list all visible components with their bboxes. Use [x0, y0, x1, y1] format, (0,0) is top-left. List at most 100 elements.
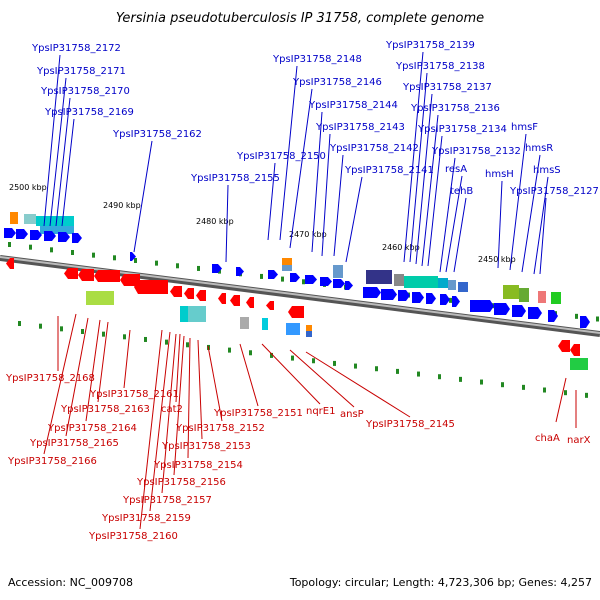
gene-label[interactable]: YpsIP31758_2134: [417, 124, 507, 135]
tick-mark: [29, 244, 32, 250]
gene-label[interactable]: narX: [567, 435, 591, 446]
feature-block: [519, 288, 529, 302]
gene-label[interactable]: YpsIP31758_2138: [395, 61, 485, 72]
tick-mark: [8, 242, 11, 248]
tick-mark: [333, 360, 336, 366]
leader-line: [139, 329, 163, 530]
forward-gene-arrow: [130, 252, 136, 261]
gene-label[interactable]: ansP: [340, 409, 364, 420]
gene-label[interactable]: YpsIP31758_2156: [136, 477, 226, 488]
reverse-gene-arrow: [170, 286, 182, 297]
gene-label[interactable]: chaA: [535, 433, 560, 444]
feature-block: [570, 358, 588, 370]
tick-mark: [249, 350, 252, 356]
reverse-gene-arrow: [196, 290, 206, 301]
forward-gene-arrow: [452, 296, 460, 307]
gene-label[interactable]: YpsIP31758_2157: [122, 495, 212, 506]
gene-label[interactable]: YpsIP31758_2161: [89, 389, 179, 400]
gene-label[interactable]: YpsIP31758_2146: [292, 77, 382, 88]
feature-block: [10, 212, 18, 224]
gene-label[interactable]: YpsIP31758_2145: [365, 419, 455, 430]
reverse-gene-arrow: [288, 306, 304, 318]
gene-label[interactable]: YpsIP31758_2150: [236, 151, 326, 162]
tick-mark: [155, 260, 158, 266]
tick-mark: [575, 313, 578, 319]
gene-label[interactable]: YpsIP31758_2159: [101, 513, 191, 524]
tick-mark: [134, 257, 137, 263]
gene-label[interactable]: YpsIP31758_2139: [385, 40, 475, 51]
forward-gene-arrow: [494, 303, 510, 315]
gene-label[interactable]: YpsIP31758_2153: [161, 441, 251, 452]
feature-block: [262, 318, 268, 330]
tick-mark: [176, 263, 179, 269]
gene-label[interactable]: hmsR: [525, 143, 553, 154]
leader-line: [445, 175, 463, 273]
gene-label[interactable]: cat2: [161, 404, 183, 415]
gene-label[interactable]: YpsIP31758_2127: [509, 186, 599, 197]
feature-block: [24, 214, 36, 224]
kbp-label: 2480 kbp: [196, 217, 234, 226]
gene-label[interactable]: tehB: [450, 186, 473, 197]
gene-label[interactable]: YpsIP31758_2148: [272, 54, 362, 65]
gene-label[interactable]: YpsIP31758_2165: [29, 438, 119, 449]
leader-line: [533, 176, 549, 275]
tick-mark: [18, 321, 21, 327]
gene-label[interactable]: YpsIP31758_2166: [7, 456, 97, 467]
tick-mark: [302, 279, 305, 285]
leader-line: [509, 133, 527, 271]
gene-label[interactable]: YpsIP31758_2170: [40, 86, 130, 97]
tick-mark: [417, 371, 420, 377]
forward-gene-arrow: [320, 277, 332, 286]
forward-gene-arrow: [345, 281, 353, 290]
leader-line: [65, 317, 89, 437]
forward-gene-arrow: [16, 229, 28, 239]
gene-label[interactable]: YpsIP31758_2136: [410, 103, 500, 114]
forward-gene-arrow: [305, 275, 317, 284]
leader-line: [149, 331, 171, 512]
forward-gene-arrow: [290, 273, 300, 282]
feature-block: [366, 270, 392, 284]
gene-label[interactable]: nqrE1: [306, 406, 335, 417]
gene-label[interactable]: YpsIP31758_2164: [47, 423, 137, 434]
gene-label[interactable]: YpsIP31758_2151: [213, 408, 303, 419]
gene-label[interactable]: YpsIP31758_2172: [31, 43, 121, 54]
gene-label[interactable]: YpsIP31758_2154: [153, 460, 243, 471]
reverse-gene-arrow: [134, 280, 168, 294]
gene-label[interactable]: YpsIP31758_2155: [190, 173, 280, 184]
gene-label[interactable]: YpsIP31758_2132: [431, 146, 521, 157]
leader-line: [453, 197, 467, 273]
feature-block: [438, 278, 448, 288]
gene-label[interactable]: YpsIP31758_2162: [112, 129, 202, 140]
forward-gene-arrow: [512, 305, 526, 317]
gene-label[interactable]: YpsIP31758_2143: [315, 122, 405, 133]
gene-label[interactable]: resA: [445, 164, 467, 175]
gene-label[interactable]: hmsH: [485, 169, 514, 180]
feature-block: [306, 325, 312, 331]
gene-label[interactable]: YpsIP31758_2141: [344, 165, 434, 176]
forward-gene-arrow: [30, 230, 42, 240]
gene-label[interactable]: YpsIP31758_2160: [88, 531, 178, 542]
gene-label[interactable]: YpsIP31758_2168: [5, 373, 95, 384]
gene-label[interactable]: YpsIP31758_2169: [44, 107, 134, 118]
reverse-gene-arrow: [6, 258, 14, 269]
gene-label[interactable]: YpsIP31758_2142: [329, 143, 419, 154]
tick-mark: [60, 326, 63, 332]
gene-label[interactable]: YpsIP31758_2152: [175, 423, 265, 434]
feature-block: [503, 285, 519, 299]
feature-block: [404, 276, 438, 288]
leader-line: [85, 319, 101, 422]
reverse-gene-arrow: [94, 270, 120, 282]
gene-label[interactable]: YpsIP31758_2137: [402, 82, 492, 93]
gene-label[interactable]: YpsIP31758_2144: [308, 100, 398, 111]
forward-gene-labels: YpsIP31758_2172 YpsIP31758_2171 YpsIP317…: [31, 40, 599, 197]
gene-label[interactable]: YpsIP31758_2163: [60, 404, 150, 415]
kbp-label: 2450 kbp: [478, 255, 516, 264]
gene-label[interactable]: hmsS: [533, 165, 561, 176]
leader-line: [427, 135, 443, 267]
kbp-label: 2470 kbp: [289, 230, 327, 239]
gene-label[interactable]: YpsIP31758_2171: [36, 66, 126, 77]
reverse-gene-arrow: [558, 340, 570, 352]
gene-label[interactable]: hmsF: [511, 122, 538, 133]
